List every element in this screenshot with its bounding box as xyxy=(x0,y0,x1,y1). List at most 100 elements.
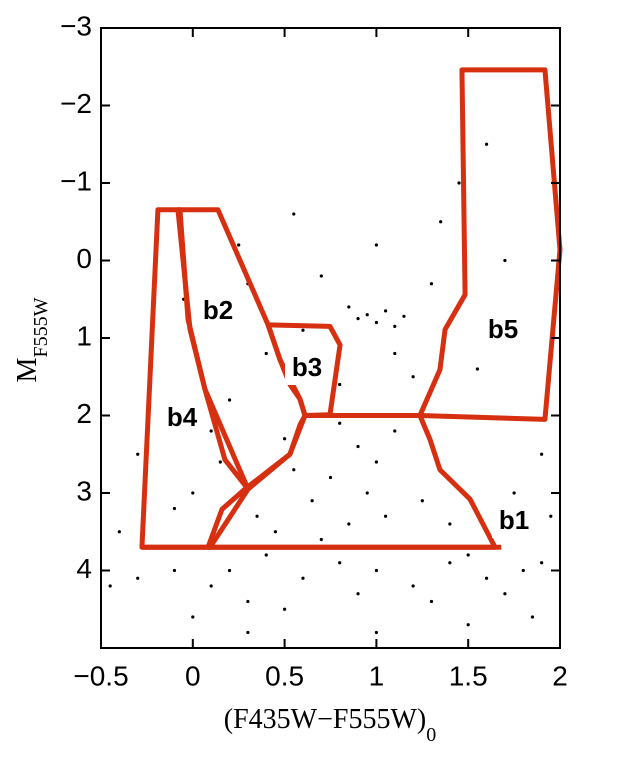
star-point xyxy=(338,421,342,425)
star-point xyxy=(172,568,177,573)
star-point xyxy=(411,584,415,588)
star-point xyxy=(484,142,489,146)
y-tick-label: 3 xyxy=(76,475,92,506)
region-outline xyxy=(139,207,251,550)
star-point xyxy=(191,615,195,619)
star-point xyxy=(191,491,195,495)
y-tick-label: 0 xyxy=(76,243,92,274)
star-point xyxy=(383,514,388,518)
x-axis-title-sub: 0 xyxy=(426,724,436,746)
region-label: b1 xyxy=(499,505,529,535)
region-label: b3 xyxy=(292,352,322,382)
star-point xyxy=(484,576,489,580)
star-point xyxy=(356,317,360,321)
region-outline xyxy=(417,67,563,422)
star-point xyxy=(319,274,323,278)
star-point xyxy=(429,282,434,286)
star-point xyxy=(227,398,232,402)
star-point xyxy=(420,499,424,503)
star-point xyxy=(264,351,268,356)
star-point xyxy=(439,220,443,224)
star-point xyxy=(301,328,305,332)
star-point xyxy=(521,568,525,573)
star-point xyxy=(356,592,360,596)
star-point xyxy=(292,468,296,472)
x-tick-label: −0.5 xyxy=(73,660,128,691)
star-point xyxy=(209,429,213,433)
y-tick-label: −1 xyxy=(60,165,92,196)
y-axis-title: MF555W xyxy=(12,297,51,382)
x-axis-title: (F435W−F555W)0 xyxy=(224,704,436,745)
star-point xyxy=(374,568,378,573)
star-point xyxy=(549,514,553,518)
x-tick-label: 0 xyxy=(185,660,201,691)
star-point xyxy=(292,212,296,216)
star-point xyxy=(328,475,333,480)
star-point xyxy=(466,553,470,557)
star-point xyxy=(246,599,250,604)
star-point xyxy=(365,491,369,495)
x-tick-label: 2 xyxy=(552,660,568,691)
star-point xyxy=(448,522,452,526)
star-point xyxy=(283,607,287,611)
star-point xyxy=(466,623,470,627)
star-point xyxy=(540,561,544,565)
x-tick-label: 1 xyxy=(369,660,385,691)
y-tick-label: 2 xyxy=(76,398,92,429)
star-point xyxy=(227,568,232,573)
star-point xyxy=(374,243,378,247)
star-point xyxy=(503,258,507,263)
star-point xyxy=(338,382,342,387)
y-tick-label: 1 xyxy=(76,320,92,351)
star-point xyxy=(393,324,397,328)
star-point xyxy=(319,537,323,542)
region-label-bg xyxy=(285,351,329,385)
x-tick-label: 0.5 xyxy=(265,660,304,691)
star-point xyxy=(402,314,406,318)
star-point xyxy=(347,522,351,526)
star-point xyxy=(374,630,378,635)
region-label-bg xyxy=(492,504,536,538)
star-point xyxy=(356,444,360,449)
star-point xyxy=(301,576,305,580)
star-point xyxy=(255,514,259,518)
region-label: b5 xyxy=(488,314,518,344)
star-point xyxy=(273,530,278,534)
star-point xyxy=(117,530,121,534)
star-point xyxy=(530,615,535,619)
star-point xyxy=(172,506,177,511)
y-tick-label: 4 xyxy=(76,553,92,584)
region-label: b4 xyxy=(167,402,198,432)
star-point xyxy=(237,243,241,247)
star-point xyxy=(283,437,287,441)
star-point xyxy=(429,599,434,604)
star-point xyxy=(374,460,378,464)
star-point xyxy=(218,460,222,464)
star-point xyxy=(503,592,507,596)
region-label-bg xyxy=(481,313,525,347)
star-point xyxy=(264,553,268,557)
star-point xyxy=(393,351,397,356)
star-point xyxy=(411,375,415,379)
star-point xyxy=(338,561,342,565)
star-point xyxy=(108,584,112,588)
region-outline xyxy=(265,322,343,418)
x-axis-title-main: (F435W−F555W) xyxy=(224,704,426,735)
star-point xyxy=(365,313,369,317)
y-tick-label: −3 xyxy=(60,10,92,41)
star-point xyxy=(136,576,140,580)
star-point xyxy=(448,561,452,565)
region-outline xyxy=(205,413,498,550)
star-point xyxy=(512,491,516,495)
region-label-bg xyxy=(160,401,204,435)
star-point xyxy=(136,452,140,456)
y-axis-title-main: M xyxy=(12,357,43,382)
star-point xyxy=(540,452,544,456)
x-tick-label: 1.5 xyxy=(449,660,488,691)
region-label: b2 xyxy=(203,295,233,325)
star-point xyxy=(393,429,397,433)
y-axis-title-sub: F555W xyxy=(30,297,52,357)
star-point xyxy=(457,181,461,185)
region-label-bg xyxy=(196,294,240,328)
